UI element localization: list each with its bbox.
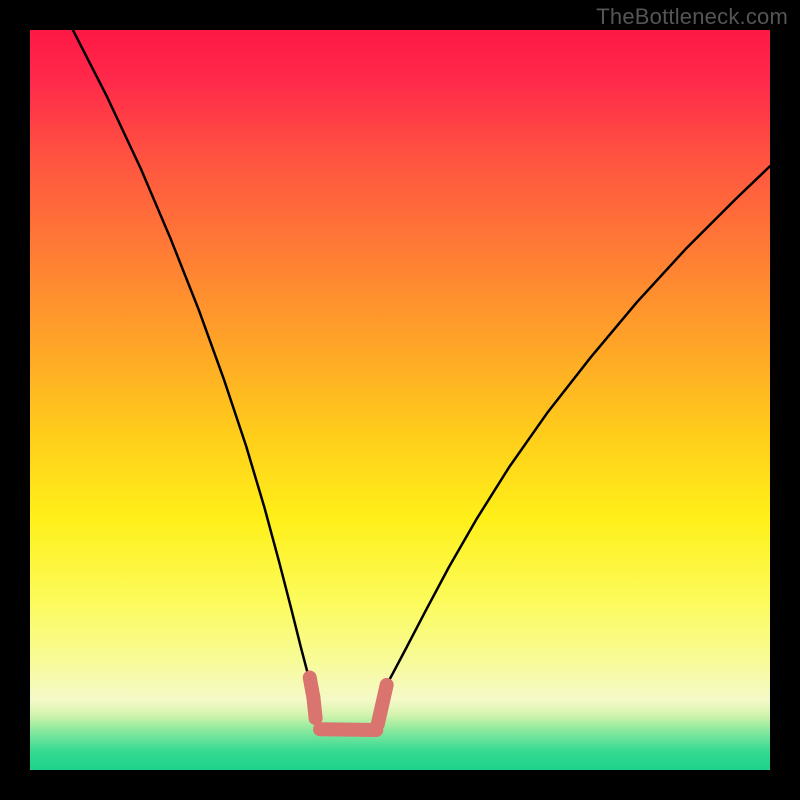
nub-segment-3 bbox=[378, 685, 387, 724]
nub-segment-1 bbox=[313, 697, 315, 718]
watermark-text: TheBottleneck.com bbox=[596, 4, 788, 30]
nub-segment-2 bbox=[320, 729, 376, 730]
curve-right-branch bbox=[384, 166, 770, 690]
curve-layer bbox=[30, 30, 770, 770]
curve-left-branch bbox=[73, 30, 313, 690]
chart-plot-area bbox=[30, 30, 770, 770]
